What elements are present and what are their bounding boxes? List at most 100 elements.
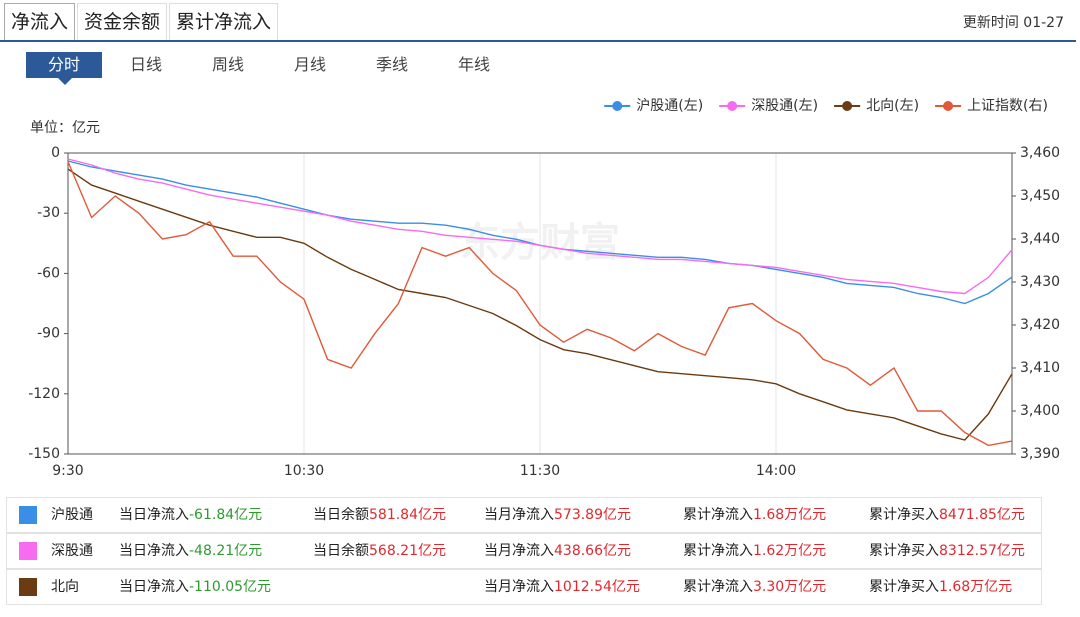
cell-unit: 亿元 — [243, 579, 272, 595]
row-name: 沪股通 — [51, 507, 93, 523]
table-row: 北向 当日净流入-110.05亿元 当月净流入1012.54亿元 累计净流入3.30万… — [6, 569, 1042, 605]
table-cell: 当月净流入438.66亿元 — [484, 534, 631, 568]
cell-label: 累计净流入 — [683, 507, 753, 523]
cell-label: 累计净买入 — [869, 507, 939, 523]
tab[interactable]: 净流入 — [4, 3, 76, 40]
cell-value: 573.89 — [554, 507, 603, 523]
legend-marker — [943, 101, 954, 111]
cell-value: 1.62 — [753, 543, 785, 559]
cell-value: 8312.57 — [939, 543, 997, 559]
y-tick-label: -60 — [37, 265, 60, 281]
table-cell: 累计净买入8312.57亿元 — [869, 534, 1025, 568]
cell-unit: 万亿元 — [784, 579, 827, 595]
cell-value: 1.68 — [939, 579, 971, 595]
legend-label: 深股通(左) — [751, 98, 818, 114]
cell-label: 累计净买入 — [869, 579, 939, 595]
cell-unit: 亿元 — [234, 543, 263, 559]
period-tab[interactable]: 分时 — [26, 52, 102, 78]
y2-tick-label: 3,440 — [1020, 231, 1060, 247]
cell-value: 1.68 — [753, 507, 785, 523]
cell-label: 累计净流入 — [683, 543, 753, 559]
cell-label: 当月净流入 — [484, 579, 554, 595]
cell-label: 当日净流入 — [119, 507, 189, 523]
y2-tick-label: 3,460 — [1020, 145, 1060, 161]
cell-unit: 亿元 — [603, 543, 631, 559]
cell-value: 438.66 — [554, 543, 603, 559]
tab[interactable]: 资金余额 — [77, 3, 168, 40]
period-tab[interactable]: 年线 — [457, 55, 490, 74]
y2-tick-label: 3,450 — [1020, 188, 1060, 204]
y2-tick-label: 3,390 — [1020, 446, 1060, 462]
period-tab[interactable]: 季线 — [375, 55, 408, 74]
cell-label: 当日余额 — [313, 507, 369, 523]
cell-unit: 亿元 — [603, 507, 631, 523]
table-cell: 累计净买入8471.85亿元 — [869, 498, 1025, 532]
table-cell: 当日余额581.84亿元 — [313, 498, 446, 532]
cell-unit: 亿元 — [234, 507, 263, 523]
chart: 单位：亿元 东方财富 9:30 10:30 11:30 14:000-30-60-90… — [28, 78, 1060, 479]
y-tick-label: -30 — [37, 205, 60, 221]
x-tick-label: 10:30 — [284, 463, 324, 479]
series-line — [67, 161, 1013, 447]
table-cell: 累计净流入3.30万亿元 — [683, 570, 826, 604]
y-tick-label: -120 — [28, 386, 60, 402]
row-name: 深股通 — [51, 543, 93, 559]
y2-tick-label: 3,410 — [1020, 360, 1060, 376]
legend-label: 上证指数(右) — [967, 98, 1048, 114]
cell-label: 当日净流入 — [119, 543, 189, 559]
table-cell: 累计净流入1.62万亿元 — [683, 534, 826, 568]
row-name: 北向 — [51, 579, 79, 595]
table-cell: 累计净流入1.68万亿元 — [683, 498, 826, 532]
cell-unit: 亿元 — [611, 579, 640, 595]
y2-tick-label: 3,420 — [1020, 317, 1060, 333]
tab[interactable]: 累计净流入 — [169, 3, 279, 40]
cell-label: 当月净流入 — [484, 543, 554, 559]
cell-value: 8471.85 — [939, 507, 997, 523]
cell-value: 581.84 — [369, 507, 418, 523]
x-tick-label: 11:30 — [520, 463, 560, 479]
unit-label: 单位：亿元 — [30, 120, 100, 136]
y-tick-label: -150 — [28, 446, 60, 462]
table-cell: 累计净买入1.68万亿元 — [869, 570, 1012, 604]
cell-unit: 万亿元 — [784, 507, 827, 523]
cell-unit: 万亿元 — [970, 579, 1013, 595]
cell-value: 568.21 — [369, 543, 418, 559]
plot-border — [67, 152, 1013, 455]
cell-unit: 亿元 — [996, 507, 1025, 523]
y2-tick-label: 3,400 — [1020, 403, 1060, 419]
cell-label: 当日净流入 — [119, 579, 189, 595]
table-cell: 当日净流入-110.05亿元 — [119, 570, 271, 604]
table-cell: 当月净流入1012.54亿元 — [484, 570, 640, 604]
legend-label: 沪股通(左) — [636, 98, 703, 114]
table-cell: 当日净流入-61.84亿元 — [119, 498, 262, 532]
period-tab[interactable]: 周线 — [211, 55, 244, 74]
legend-marker — [727, 101, 738, 111]
row-swatch — [19, 578, 37, 596]
period-tab[interactable]: 日线 — [129, 55, 162, 74]
table-cell: 当日余额568.21亿元 — [313, 534, 446, 568]
table-row: 沪股通 当日净流入-61.84亿元 当日余额581.84亿元 当月净流入573.89亿… — [6, 497, 1042, 533]
legend: 沪股通(左) 深股通(左) 北向(左) 上证指数(右) — [604, 98, 1048, 114]
active-arrow — [58, 78, 72, 85]
table-cell: 当月净流入573.89亿元 — [484, 498, 631, 532]
legend-marker — [842, 101, 853, 111]
row-swatch — [19, 506, 37, 524]
cell-value: 1012.54 — [554, 579, 612, 595]
period-tab[interactable]: 月线 — [293, 55, 326, 74]
x-tick-label: 9:30 — [52, 463, 83, 479]
cell-unit: 亿元 — [418, 543, 446, 559]
update-time: 更新时间 01-27 — [962, 15, 1064, 31]
row-swatch — [19, 542, 37, 560]
cell-label: 当月净流入 — [484, 507, 554, 523]
cell-label: 当日余额 — [313, 543, 369, 559]
table-cell: 当日净流入-48.21亿元 — [119, 534, 262, 568]
y2-tick-label: 3,430 — [1020, 274, 1060, 290]
x-tick-label: 14:00 — [756, 463, 796, 479]
cell-value: -61.84 — [189, 507, 235, 523]
cell-label: 累计净买入 — [869, 543, 939, 559]
cell-value: -110.05 — [189, 579, 244, 595]
cell-unit: 亿元 — [996, 543, 1025, 559]
legend-marker — [612, 101, 623, 111]
y-tick-label: 0 — [51, 145, 60, 161]
